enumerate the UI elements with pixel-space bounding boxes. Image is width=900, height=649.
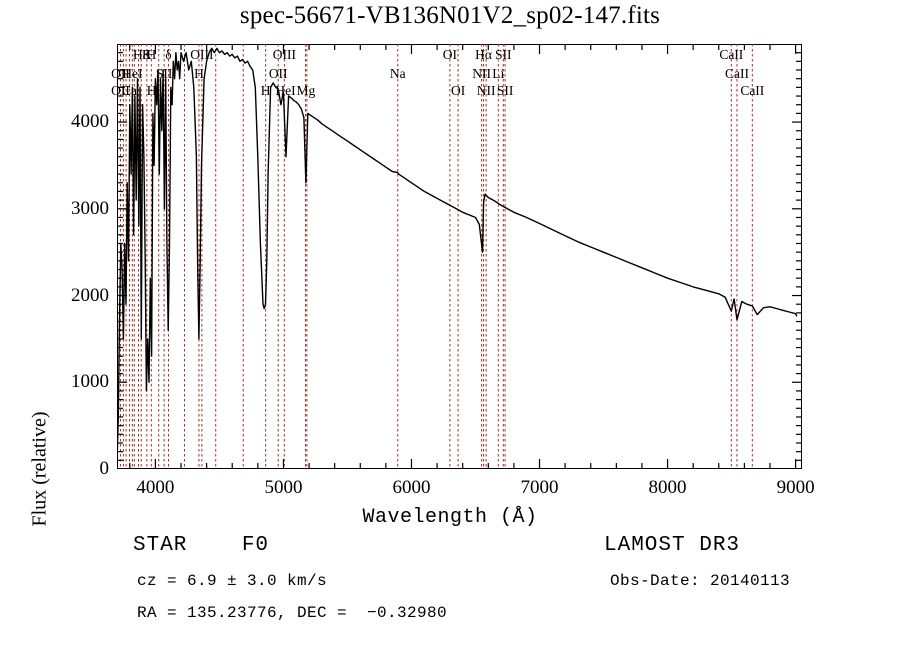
x-tick-label: 5000 [264,477,303,498]
line-id-label: OII [268,66,288,81]
object-class-caption: STAR F0 [133,534,270,557]
line-id-label: OI [450,83,466,98]
line-id-label: H [260,83,271,98]
velocity-caption: cz = 6.9 ± 3.0 km/s [137,572,328,590]
line-id-label: Li [492,66,505,81]
page-title: spec-56671-VB136N01V2_sp02-147.fits [239,2,661,29]
line-id-label: H [146,83,157,98]
line-id-label: SII [155,66,173,81]
line-id-label: NII [472,66,492,81]
line-id-label: δ [165,47,172,62]
survey-caption: LAMOST DR3 [604,534,741,557]
line-id-label: H8 [132,47,150,62]
line-id-label: HeI [275,83,296,98]
x-tick-label: 6000 [392,477,431,498]
line-id-label: HeI [122,66,143,81]
line-id-label: CaII [719,47,744,62]
line-id-label: H [146,47,157,62]
coordinates-caption: RA = 135.23776, DEC = −0.32980 [137,604,448,622]
line-id-label: SII [496,83,514,98]
spectrum-canvas [117,44,802,469]
y-tick-label: 0 [99,458,110,479]
obs-date-caption: Obs-Date: 20140113 [610,572,791,590]
plot-frame [117,44,802,469]
line-id-label: OI [442,47,458,62]
y-tick-label: 1000 [71,371,109,393]
line-id-label: OIII [272,47,296,62]
line-id-label: Mg [296,83,316,98]
line-id-label: SII [495,47,512,62]
line-id-label: CaII [740,83,765,98]
line-id-label: CaII [724,66,749,81]
line-id-label: OIII [190,47,214,62]
line-id-label: K [141,47,152,62]
line-id-label: Hα [475,47,492,62]
y-tick-label: 4000 [71,111,109,133]
x-tick-label: 9000 [776,477,815,498]
line-id-label: OII [111,83,130,98]
line-id-label: Ca [122,83,138,98]
line-id-label: H [194,66,204,81]
line-id-label: Na [389,66,406,81]
line-id-label: NII [476,83,496,98]
x-tick-label: 8000 [648,477,687,498]
x-axis-title: Wavelength (Å) [362,506,538,529]
y-tick-label: 3000 [71,197,109,219]
x-tick-label: 4000 [136,477,175,498]
x-tick-label: 7000 [520,477,559,498]
y-tick-label: 2000 [71,284,109,306]
line-id-label: OII [111,66,130,81]
